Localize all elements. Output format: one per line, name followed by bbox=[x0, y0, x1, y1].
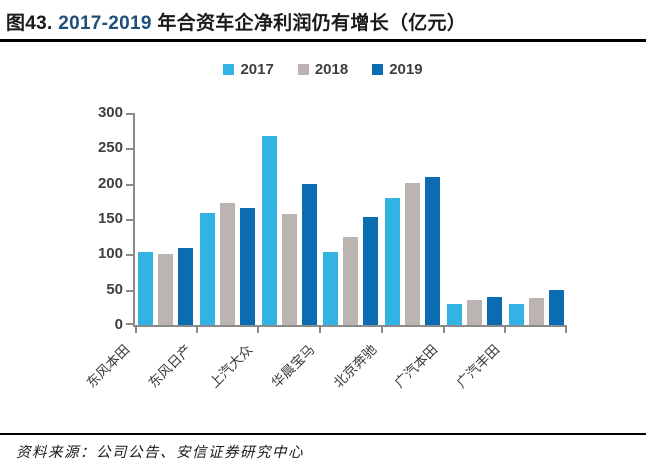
footer-divider bbox=[0, 433, 646, 435]
y-tick bbox=[126, 219, 133, 221]
bar bbox=[405, 183, 421, 325]
bar bbox=[363, 217, 379, 325]
y-tick-label: 100 bbox=[97, 245, 123, 263]
y-tick-label: 250 bbox=[97, 139, 123, 157]
legend-label: 2018 bbox=[314, 60, 349, 78]
x-category-label: 华晨宝马 bbox=[268, 341, 319, 392]
bar bbox=[528, 298, 544, 325]
bar bbox=[158, 254, 174, 325]
legend-item: 2019 bbox=[372, 60, 423, 78]
y-axis: 0 50 100 150 200 250 300 bbox=[86, 104, 133, 333]
y-tick-label: 50 bbox=[106, 280, 123, 298]
bar bbox=[446, 304, 462, 325]
x-tick bbox=[135, 327, 137, 333]
bar bbox=[466, 300, 482, 325]
y-tick-label: 150 bbox=[97, 210, 123, 227]
bar bbox=[508, 304, 524, 325]
bar bbox=[281, 214, 297, 325]
y-tick-label: 0 bbox=[114, 316, 123, 333]
x-tick bbox=[380, 327, 383, 333]
bar-group bbox=[505, 113, 567, 325]
figure-number: 图43. bbox=[6, 13, 53, 34]
y-tick-label: 200 bbox=[97, 174, 123, 192]
plot-area bbox=[126, 113, 567, 333]
bar bbox=[486, 297, 502, 325]
x-tick bbox=[195, 327, 198, 333]
bar bbox=[323, 252, 339, 325]
y-tick bbox=[126, 323, 133, 325]
bar bbox=[138, 252, 154, 325]
x-category-label: 上汽大众 bbox=[206, 341, 257, 392]
x-tick bbox=[565, 327, 567, 333]
x-tick bbox=[257, 327, 260, 333]
source-note: 资料来源：公司公告、安信证券研究中心 bbox=[16, 445, 304, 461]
legend-item: 2017 bbox=[223, 60, 274, 78]
x-tick bbox=[442, 327, 445, 333]
x-category-label: 广汽本田 bbox=[392, 341, 442, 392]
x-category-label: 广汽丰田 bbox=[453, 341, 504, 392]
y-tick-label: 300 bbox=[97, 104, 123, 121]
legend-item: 2018 bbox=[297, 60, 349, 78]
y-tick bbox=[126, 148, 133, 151]
x-tick bbox=[504, 327, 507, 333]
legend-swatch bbox=[297, 63, 309, 75]
legend-swatch bbox=[223, 63, 235, 75]
bar-group bbox=[197, 113, 259, 325]
bar bbox=[178, 248, 194, 325]
title-underline bbox=[0, 39, 646, 42]
bar-group bbox=[382, 113, 444, 325]
net-profit-bar-chart: 0 50 100 150 200 250 300 bbox=[86, 104, 567, 333]
bar bbox=[343, 237, 359, 325]
bar bbox=[200, 213, 216, 325]
x-category-label: 北京奔驰 bbox=[330, 341, 380, 392]
bar bbox=[220, 203, 236, 325]
title-text: 年合资车企净利润仍有增长（亿元） bbox=[157, 13, 467, 34]
legend: 2017 2018 2019 bbox=[0, 60, 646, 78]
x-category-label: 东风日产 bbox=[145, 341, 195, 392]
bar-group bbox=[135, 113, 197, 325]
bar bbox=[301, 184, 317, 325]
figure-title: 图43. 2017-2019 年合资车企净利润仍有增长（亿元） bbox=[6, 8, 642, 35]
y-tick bbox=[126, 183, 133, 186]
title-years: 2017-2019 bbox=[52, 13, 158, 34]
y-tick bbox=[126, 254, 133, 257]
bar bbox=[240, 208, 256, 325]
bar bbox=[261, 136, 277, 325]
bar-group bbox=[320, 113, 382, 325]
y-tick bbox=[126, 289, 133, 292]
bar-group bbox=[258, 113, 320, 325]
bar bbox=[425, 177, 441, 325]
legend-label: 2019 bbox=[389, 60, 423, 78]
y-tick bbox=[126, 113, 133, 115]
x-tick bbox=[319, 327, 322, 333]
legend-swatch bbox=[372, 63, 384, 75]
x-category-label: 东风本田 bbox=[83, 341, 134, 392]
bar bbox=[385, 198, 401, 325]
bar bbox=[548, 290, 564, 325]
x-axis-labels: 东风本田 东风日产 上汽大众 华晨宝马 北京奔驰 广汽本田 广汽丰田 bbox=[84, 331, 520, 429]
bar-group bbox=[444, 113, 506, 325]
legend-label: 2017 bbox=[240, 60, 274, 78]
